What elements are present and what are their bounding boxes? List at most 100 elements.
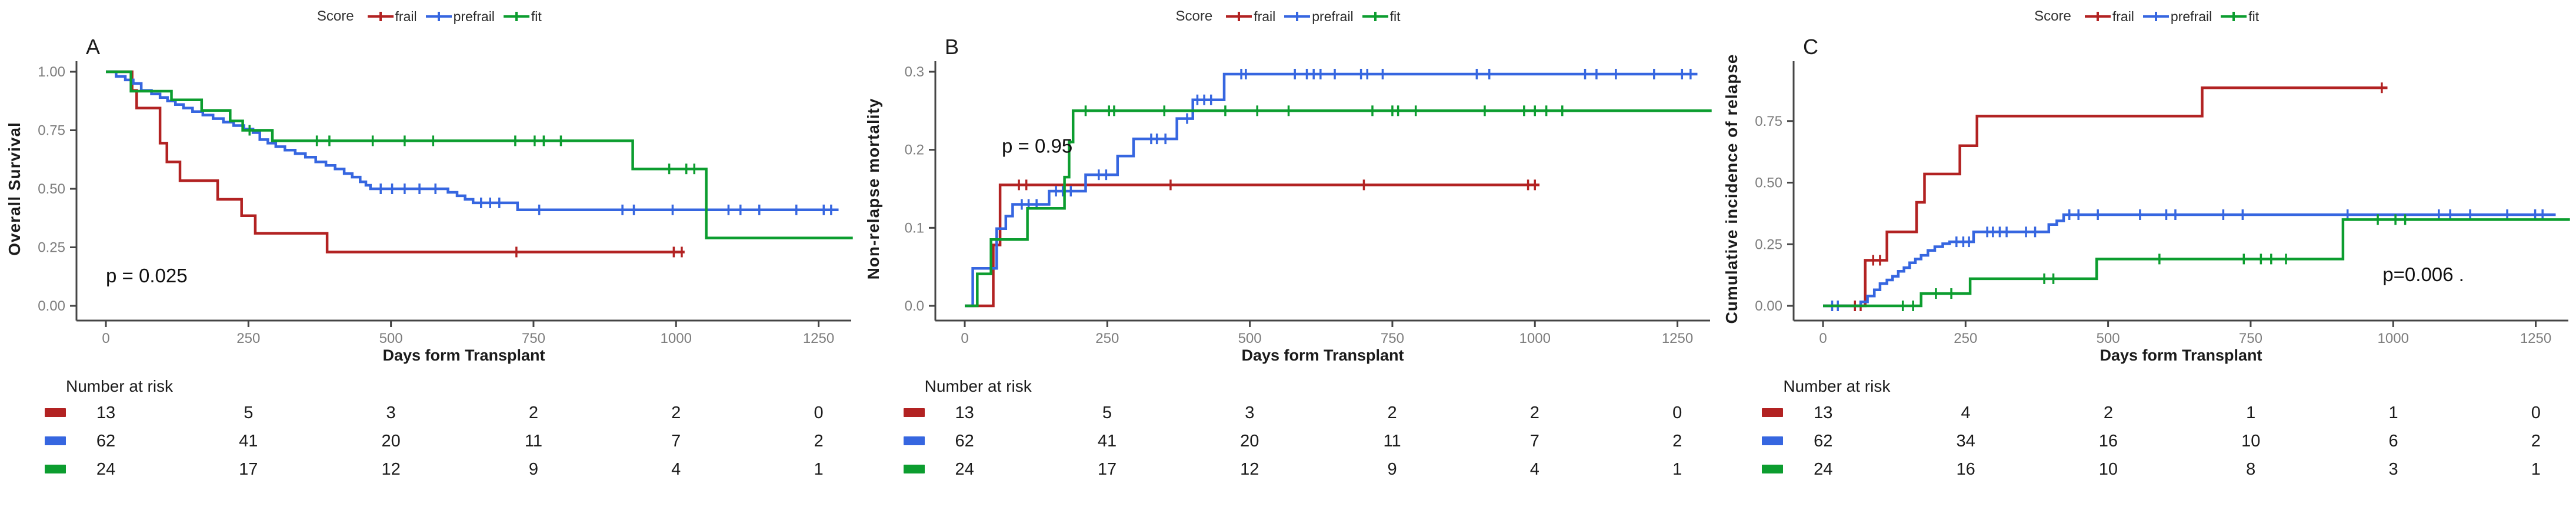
x-tick-label: 0 (1819, 331, 1827, 346)
legend-title: Score (1175, 8, 1213, 24)
risk-row-swatch-prefrail (45, 436, 66, 445)
legend-key-icon (503, 12, 529, 21)
risk-row-swatch-frail (45, 408, 66, 417)
risk-count: 6 (2388, 432, 2398, 451)
panel-letter: B (945, 35, 959, 59)
risk-row-swatch-frail (1762, 408, 1784, 417)
risk-row-swatch-prefrail (1762, 436, 1784, 445)
risk-row-swatch-prefrail (903, 436, 925, 445)
y-tick-label: 0.00 (38, 298, 65, 314)
legend-key-icon (2084, 12, 2111, 21)
risk-count: 1 (2388, 403, 2398, 422)
risk-count: 2 (528, 403, 538, 422)
x-axis-title: Days form Transplant (2100, 346, 2262, 364)
risk-row-frail: 13 4 2 1 1 0 (1717, 402, 2576, 424)
y-tick-label: 0.2 (904, 142, 924, 158)
legend-label: fit (2248, 8, 2260, 24)
panel-b: Score frail prefrail fit 0.0 0.1 0.2 0.3 0 250 50… (859, 0, 1718, 507)
y-tick-label: 0.25 (1755, 236, 1783, 252)
risk-count: 62 (96, 432, 116, 451)
legend-key-icon (425, 12, 452, 21)
risk-row-swatch-fit (1762, 465, 1784, 473)
risk-count: 0 (2531, 403, 2541, 422)
y-tick-label: 0.0 (904, 298, 924, 314)
risk-table: Number at risk 13 5 3 2 2 0 62 41 20 11 7 2 24 17 12 9 4 1 (859, 366, 1718, 507)
risk-count: 41 (239, 432, 258, 451)
x-tick-label: 0 (102, 331, 109, 346)
risk-count: 7 (671, 432, 681, 451)
series-frail-curve (106, 70, 685, 254)
risk-table-title: Number at risk (1783, 377, 1891, 395)
risk-count: 16 (1956, 460, 1975, 479)
legend-label: frail (2112, 8, 2134, 24)
risk-count: 24 (955, 460, 974, 479)
legend-label: prefrail (1312, 8, 1354, 24)
x-tick-label: 1250 (1661, 331, 1692, 346)
risk-row-fit: 24 17 12 9 4 1 (859, 458, 1718, 481)
x-tick-label: 500 (2097, 331, 2120, 346)
risk-count: 62 (1814, 432, 1833, 451)
legend-entry-frail: frail (2084, 9, 2134, 25)
series-fit-curve (106, 70, 853, 239)
risk-count: 13 (955, 403, 974, 422)
p-value: p = 0.025 (106, 265, 188, 286)
risk-row-prefrail: 62 41 20 11 7 2 (0, 430, 859, 452)
legend-entry-fit: fit (2220, 9, 2259, 25)
series-fit-curve (964, 109, 1712, 308)
legend-title: Score (2034, 8, 2071, 24)
risk-count: 5 (244, 403, 254, 422)
risk-row-fit: 24 17 12 9 4 1 (0, 458, 859, 481)
x-axis-title: Days form Transplant (1241, 346, 1404, 364)
x-tick-label: 1250 (2520, 331, 2551, 346)
panel-a: Score frail prefrail fit 0.00 0.25 0.50 0.75 1.… (0, 0, 859, 507)
survival-plot: 0.0 0.1 0.2 0.3 0 250 500 750 1000 1250 B Non-relap… (864, 35, 1712, 364)
risk-count: 7 (1529, 432, 1539, 451)
risk-count: 9 (528, 460, 538, 479)
risk-count: 5 (1102, 403, 1112, 422)
panel-letter: A (86, 35, 100, 59)
risk-count: 16 (2098, 432, 2118, 451)
y-tick-label: 0.1 (904, 220, 924, 236)
x-tick-label: 250 (1095, 331, 1119, 346)
y-axis-title: Cumulative incidence of relapse (1722, 54, 1741, 324)
p-value: p = 0.95 (1002, 135, 1072, 156)
risk-table: Number at risk 13 4 2 1 1 0 62 34 16 10 6 2 24 16 10 8 3 1 (1717, 366, 2576, 507)
risk-count: 3 (2388, 460, 2398, 479)
risk-count: 0 (1672, 403, 1682, 422)
legend-entry-frail: frail (1225, 9, 1275, 25)
legend-key-icon (2221, 12, 2247, 21)
y-tick-label: 0.3 (904, 64, 924, 80)
risk-count: 1 (1672, 460, 1682, 479)
legend-entry-prefrail: prefrail (1284, 8, 1354, 25)
series-prefrail-curve (106, 70, 839, 212)
risk-count: 20 (381, 432, 401, 451)
x-axis-title: Days form Transplant (382, 346, 545, 364)
series-frail-curve (1823, 86, 2388, 308)
risk-count: 2 (671, 403, 681, 422)
x-tick-label: 1000 (2378, 331, 2409, 346)
y-tick-label: 0.50 (38, 181, 65, 197)
legend-key-icon (1362, 12, 1388, 21)
risk-count: 10 (2098, 460, 2118, 479)
legend: Score frail prefrail fit (0, 0, 859, 28)
panel-c: Score frail prefrail fit 0.00 0.25 0.50 0.75 0 2… (1717, 0, 2576, 507)
risk-row-swatch-fit (903, 465, 925, 473)
risk-count: 9 (1387, 460, 1397, 479)
risk-table-title: Number at risk (924, 377, 1032, 395)
risk-count: 2 (2103, 403, 2113, 422)
risk-count: 4 (671, 460, 681, 479)
legend-label: fit (1389, 8, 1401, 24)
risk-count: 2 (1529, 403, 1539, 422)
x-tick-label: 1000 (1519, 331, 1550, 346)
x-tick-label: 750 (522, 331, 545, 346)
risk-count: 34 (1956, 432, 1975, 451)
legend-key-icon (1284, 12, 1311, 21)
y-tick-label: 0.75 (1755, 114, 1783, 129)
y-tick-label: 0.50 (1755, 175, 1783, 191)
legend-label: prefrail (2170, 8, 2212, 24)
risk-count: 1 (814, 460, 824, 479)
risk-count: 4 (1961, 403, 1971, 422)
x-tick-label: 250 (1954, 331, 1978, 346)
risk-row-prefrail: 62 34 16 10 6 2 (1717, 430, 2576, 452)
